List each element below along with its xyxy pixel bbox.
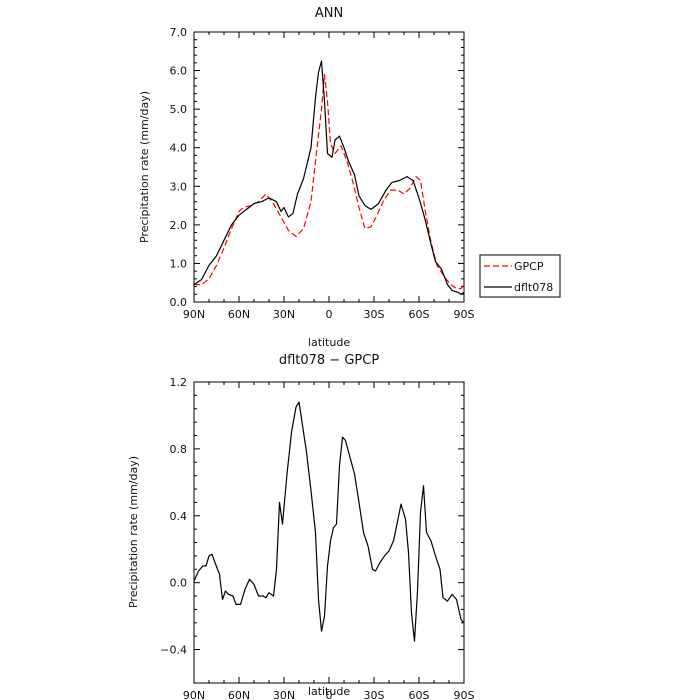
- top-chart-series: [193, 60, 465, 295]
- bottom-y-tick-label: 1.2: [170, 376, 188, 389]
- bottom-x-tick-label: 30S: [364, 689, 385, 700]
- bottom-chart-ticks: 90N 60N 30N 0 30S 60S 90S −0.4 0.0 0.4 0.8 1.2: [160, 376, 474, 700]
- bottom-chart-panel: dflt078 − GPCP 90N 60N 30N 0 30S 60S 90S −0.4 0.…: [127, 353, 475, 700]
- bottom-x-tick-label: 60N: [228, 689, 250, 700]
- top-chart-xlabel: latitude: [308, 336, 350, 349]
- bottom-chart-title: dflt078 − GPCP: [279, 353, 379, 368]
- bottom-x-tick-label: 90N: [183, 689, 205, 700]
- top-y-tick-label: 3.0: [170, 180, 188, 193]
- bottom-y-tick-label: 0.4: [170, 510, 188, 523]
- top-y-tick-label: 4.0: [170, 142, 188, 155]
- top-x-tick-label: 60S: [409, 308, 430, 321]
- top-x-tick-label: 60N: [228, 308, 250, 321]
- legend-label-gpcp: GPCP: [514, 260, 544, 273]
- top-x-tick-label: 30N: [273, 308, 295, 321]
- top-x-tick-label: 0: [326, 308, 333, 321]
- top-x-tick-label: 30S: [364, 308, 385, 321]
- bottom-y-tick-label: 0.0: [170, 577, 188, 590]
- top-chart-ticks: 90N 60N 30N 0 30S 60S 90S 0.0 1.0 2.0 3.0 4.0 5.0 6.0…: [170, 26, 475, 321]
- top-y-tick-label: 7.0: [170, 26, 188, 39]
- series-line-gpcp-top: [194, 73, 465, 290]
- top-y-tick-label: 6.0: [170, 65, 188, 78]
- legend-label-dflt078: dflt078: [514, 281, 553, 294]
- top-x-tick-label: 90N: [183, 308, 205, 321]
- top-y-tick-label: 2.0: [170, 219, 188, 232]
- bottom-chart-series: [193, 401, 465, 642]
- bottom-x-tick-label: 30N: [273, 689, 295, 700]
- series-line-dflt078-top: [193, 60, 465, 295]
- bottom-chart-ylabel: Precipitation rate (mm/day): [127, 456, 140, 608]
- top-chart-frame: [193, 31, 465, 303]
- top-chart-panel: ANN 90N 60N 30N 0 30S 60S 90S 0.0 1.0 2.0 3.0 4.0 5.…: [138, 6, 561, 349]
- bottom-x-tick-label: 90S: [454, 689, 475, 700]
- bottom-y-tick-label: −0.4: [160, 644, 187, 657]
- legend-box: [479, 254, 561, 298]
- bottom-x-tick-label: 60S: [409, 689, 430, 700]
- top-y-tick-label: 0.0: [170, 296, 188, 309]
- bottom-chart-xlabel: latitude: [308, 685, 350, 698]
- top-y-tick-label: 5.0: [170, 103, 188, 116]
- series-line-dflt078-gpcp-bottom: [193, 401, 465, 642]
- bottom-x-tick-label: 0: [326, 689, 333, 700]
- bottom-chart-frame: [193, 381, 465, 684]
- top-chart-ylabel: Precipitation rate (mm/day): [138, 91, 151, 243]
- bottom-y-tick-label: 0.8: [170, 443, 188, 456]
- top-y-tick-label: 1.0: [170, 257, 188, 270]
- top-x-tick-label: 90S: [454, 308, 475, 321]
- top-chart-title: ANN: [315, 6, 343, 21]
- legend: GPCP dflt078: [479, 254, 561, 298]
